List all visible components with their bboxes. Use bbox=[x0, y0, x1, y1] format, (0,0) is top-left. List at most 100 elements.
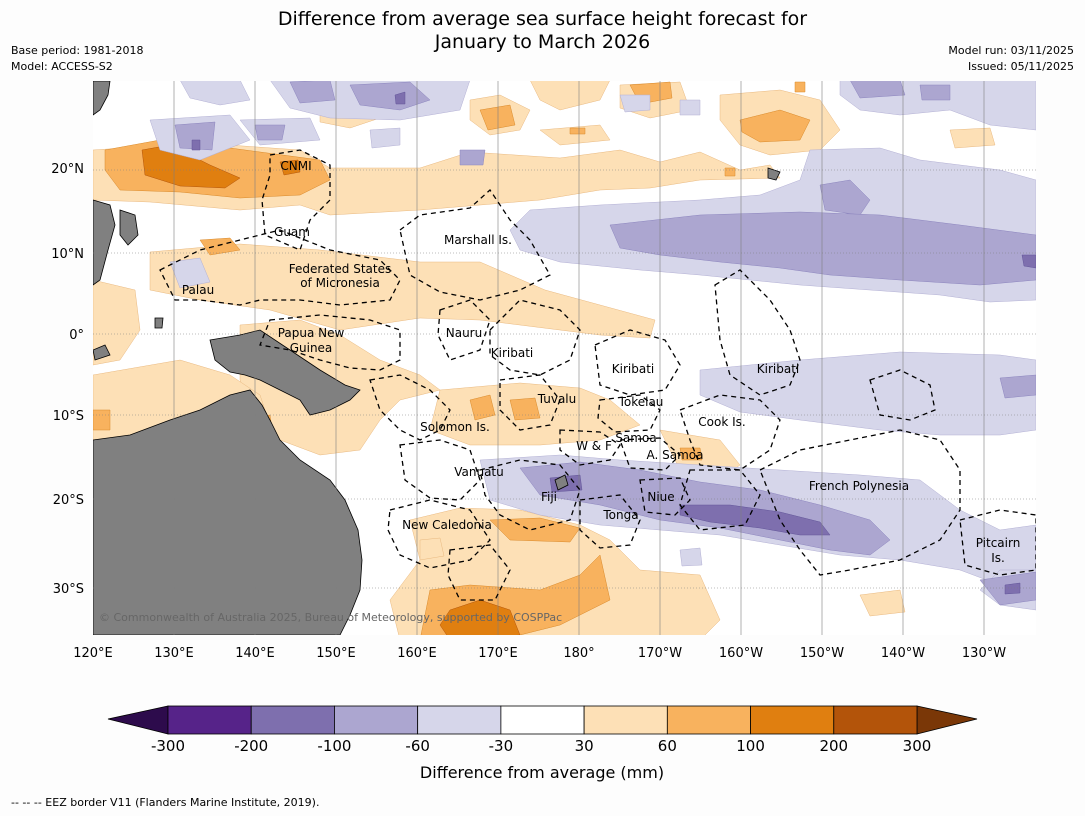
place-labels: CNMI Guam Marshall Is. Federated States … bbox=[182, 159, 1020, 565]
colorbar-cell bbox=[500, 705, 585, 735]
eez-legend-note: -- -- -- EEZ border V11 (Flanders Marine… bbox=[11, 796, 320, 809]
label-niue: Niue bbox=[647, 490, 674, 504]
colorbar-tick-label: -300 bbox=[151, 737, 185, 755]
colorbar-tick-label: -60 bbox=[405, 737, 430, 755]
label-american-samoa: A. Samoa bbox=[647, 448, 704, 462]
asia-landmass bbox=[93, 81, 111, 116]
base-period: Base period: 1981-2018 bbox=[11, 44, 144, 57]
colorbar-tick-label: 100 bbox=[736, 737, 765, 755]
label-png-line1: Papua New bbox=[278, 326, 345, 340]
land-masses bbox=[93, 81, 781, 635]
philippines-islands bbox=[119, 209, 139, 246]
eez-tuvalu bbox=[499, 374, 561, 431]
eez-borders bbox=[159, 149, 1036, 601]
label-nauru: Nauru bbox=[446, 326, 482, 340]
label-marshall-islands: Marshall Is. bbox=[444, 233, 512, 247]
label-png-line2: Guinea bbox=[290, 341, 333, 355]
lon-label: 130°E bbox=[154, 646, 194, 661]
lat-label: 0° bbox=[69, 328, 84, 343]
map-title: Difference from average sea surface heig… bbox=[0, 8, 1085, 54]
eez-wallis-futuna bbox=[559, 429, 621, 466]
eez-tonga bbox=[579, 494, 641, 549]
eez-fsm-palau bbox=[159, 229, 401, 306]
colorbar-tick-label: -200 bbox=[234, 737, 268, 755]
map-area: CNMI Guam Marshall Is. Federated States … bbox=[93, 81, 1036, 635]
colorbar-tick-label: -100 bbox=[317, 737, 351, 755]
eez-marshall bbox=[399, 189, 551, 301]
title-line-2: January to March 2026 bbox=[434, 31, 651, 53]
lon-label: 160°W bbox=[719, 646, 763, 661]
label-vanuatu: Vanuatu bbox=[454, 465, 504, 479]
model-run: Model run: 03/11/2025 bbox=[948, 44, 1074, 57]
label-tokelau: Tokelau bbox=[618, 395, 664, 409]
lat-label: 10°S bbox=[53, 409, 84, 424]
label-solomon-islands: Solomon Is. bbox=[420, 420, 490, 434]
colorbar-cell bbox=[417, 705, 502, 735]
label-kiribati-east: Kiribati bbox=[757, 362, 799, 376]
eez-tokelau bbox=[597, 394, 661, 433]
label-fsm-line1: Federated States bbox=[289, 262, 391, 276]
eez-french-polynesia bbox=[759, 429, 961, 576]
colorbar-high-extend bbox=[916, 705, 978, 735]
australia-landmass bbox=[93, 389, 363, 635]
label-french-polynesia: French Polynesia bbox=[809, 479, 909, 493]
eez-png bbox=[259, 314, 401, 371]
new-guinea-landmass bbox=[209, 329, 361, 416]
eez-cook-north bbox=[679, 394, 781, 471]
lon-label: 160°E bbox=[397, 646, 437, 661]
lon-label: 180° bbox=[563, 646, 594, 661]
colorbar-label: Difference from average (mm) bbox=[420, 763, 664, 782]
label-pitcairn-line1: Pitcairn bbox=[976, 536, 1021, 550]
label-palau: Palau bbox=[182, 283, 214, 297]
lat-label: 10°N bbox=[51, 247, 84, 262]
colorbar-cell bbox=[583, 705, 668, 735]
colorbar-ticks: -300 -200 -100 -60 -30 30 60 100 200 300 bbox=[151, 737, 931, 755]
lon-label: 150°E bbox=[316, 646, 356, 661]
hawaii-island bbox=[767, 167, 781, 181]
halmahera-island bbox=[154, 317, 164, 329]
eez-fiji bbox=[479, 459, 581, 531]
label-kiribati-central: Kiribati bbox=[612, 362, 654, 376]
meta-left: Base period: 1981-2018 Model: ACCESS-S2 bbox=[11, 43, 143, 75]
lon-label: 140°E bbox=[235, 646, 275, 661]
label-cook-islands: Cook Is. bbox=[698, 415, 745, 429]
label-guam: Guam bbox=[274, 225, 310, 239]
lat-label: 20°S bbox=[53, 493, 84, 508]
label-fiji: Fiji bbox=[541, 490, 557, 504]
lon-label: 170°W bbox=[638, 646, 682, 661]
eez-kiribati-line bbox=[714, 269, 801, 396]
label-tonga: Tonga bbox=[602, 508, 638, 522]
lon-label: 170°E bbox=[478, 646, 518, 661]
colorbar-cell bbox=[833, 705, 918, 735]
colorbar-tick-label: 300 bbox=[903, 737, 932, 755]
colorbar-tick-label: 60 bbox=[658, 737, 677, 755]
lon-label: 150°W bbox=[800, 646, 844, 661]
eez-cook-south bbox=[679, 469, 761, 531]
label-kiribati-west: Kiribati bbox=[491, 346, 533, 360]
label-pitcairn-line2: Is. bbox=[991, 551, 1005, 565]
sulawesi-landmass bbox=[93, 344, 111, 361]
eez-nauru bbox=[437, 299, 491, 361]
anomaly-100-200 bbox=[141, 144, 521, 635]
colorbar-cells bbox=[167, 705, 918, 735]
label-cnmi: CNMI bbox=[280, 159, 311, 173]
colorbar-cell bbox=[334, 705, 419, 735]
lon-label: 130°W bbox=[962, 646, 1006, 661]
label-fsm-line2: of Micronesia bbox=[300, 276, 380, 290]
colorbar-low-extend bbox=[107, 705, 169, 735]
gridlines bbox=[93, 81, 1036, 635]
colorbar-cell bbox=[750, 705, 835, 735]
issued-date: Issued: 05/11/2025 bbox=[967, 60, 1074, 73]
latitude-labels: 20°N 10°N 0° 10°S 20°S 30°S bbox=[51, 162, 84, 597]
colorbar-tick-label: -30 bbox=[489, 737, 514, 755]
colorbar-tick-label: 200 bbox=[819, 737, 848, 755]
lat-label: 30°S bbox=[53, 582, 84, 597]
longitude-labels: 120°E 130°E 140°E 150°E 160°E 170°E 180° 170°W 1… bbox=[73, 646, 1006, 661]
colorbar-cell bbox=[666, 705, 751, 735]
eez-norfolk bbox=[447, 544, 511, 601]
colorbar-cell bbox=[250, 705, 335, 735]
eez-kiribati-gilbert bbox=[489, 299, 581, 376]
eez-vanuatu bbox=[399, 439, 481, 501]
label-wallis-futuna: W & F bbox=[576, 439, 612, 453]
